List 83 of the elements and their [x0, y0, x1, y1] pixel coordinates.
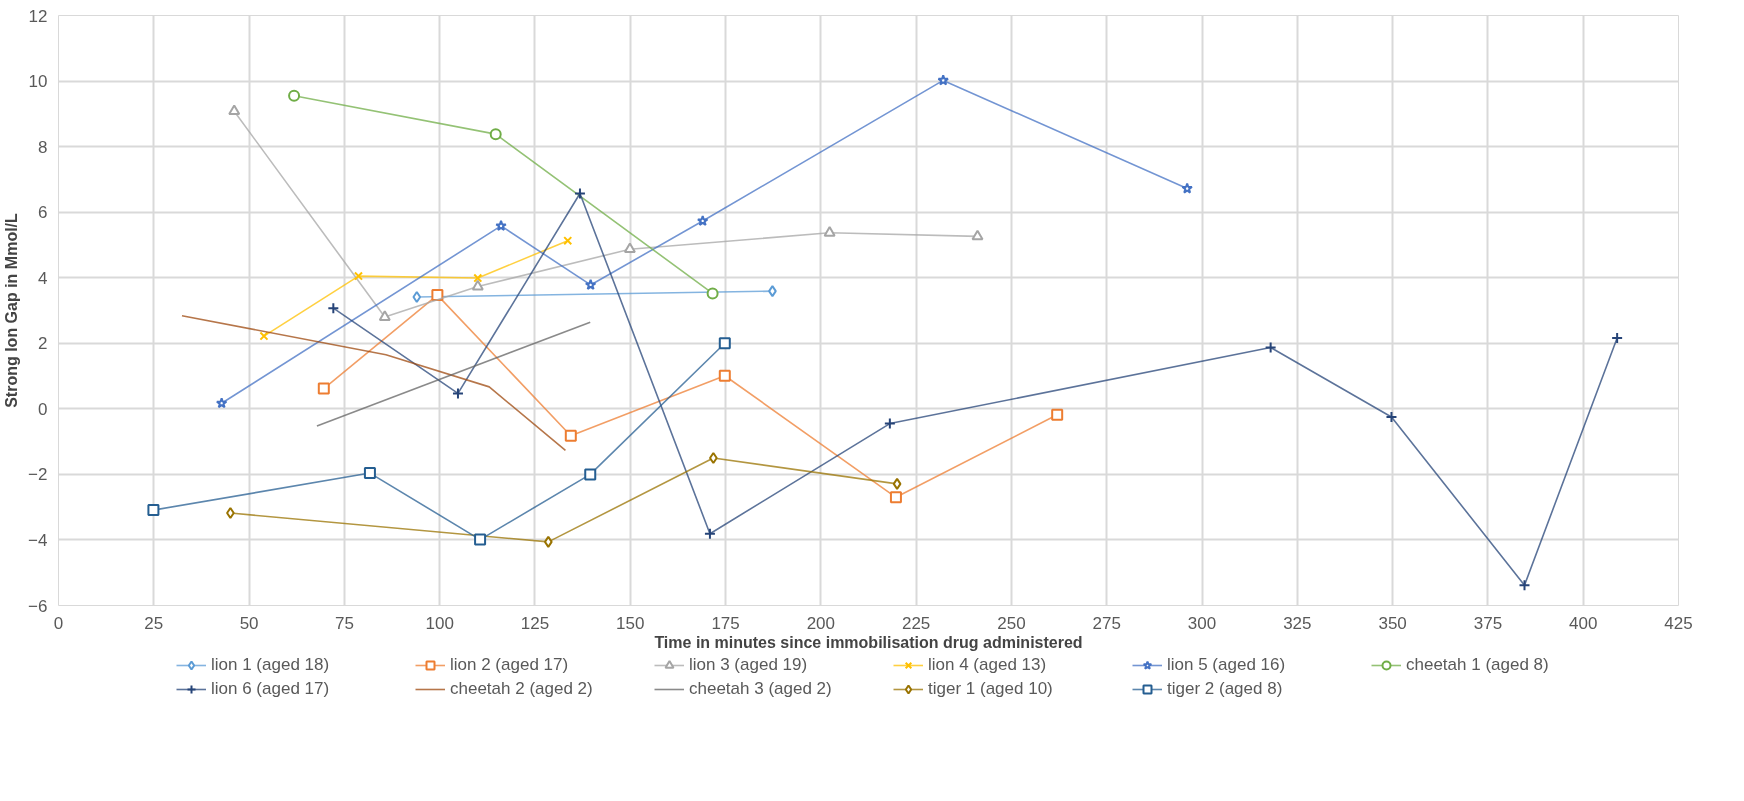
point	[1181, 182, 1193, 194]
point	[706, 287, 719, 300]
legend-label: tiger 1 (aged 10)	[928, 679, 1054, 699]
x-tick-label: 225	[901, 613, 931, 633]
point	[718, 369, 731, 382]
point	[584, 468, 597, 481]
x-tick-label: 200	[806, 613, 836, 633]
point	[563, 236, 573, 246]
y-tick-label: 4	[38, 268, 48, 288]
point	[228, 104, 241, 116]
x-tick-label: 300	[1187, 613, 1217, 633]
y-tick-label: 0	[38, 399, 48, 419]
x-tick-label: 125	[520, 613, 550, 633]
x-tick-label: 375	[1473, 613, 1503, 633]
point	[489, 128, 502, 141]
point	[1518, 579, 1531, 592]
x-tick-label: 425	[1664, 613, 1693, 633]
legend-label: lion 5 (aged 16)	[1167, 655, 1287, 675]
point	[353, 271, 364, 281]
point	[473, 273, 483, 283]
point	[696, 215, 709, 227]
point	[1264, 341, 1277, 354]
legend-label: cheetah 1 (aged 8)	[1406, 655, 1550, 675]
y-axis-title: Strong Ion Gap in Mmol/L	[3, 212, 21, 408]
x-tick-label: 400	[1569, 613, 1598, 633]
point	[317, 382, 330, 395]
point	[573, 187, 586, 200]
point	[703, 527, 716, 540]
y-tick-label: 12	[28, 6, 48, 26]
point	[709, 452, 718, 464]
point	[259, 331, 269, 341]
point	[215, 397, 228, 409]
point	[564, 429, 577, 442]
point	[584, 278, 597, 290]
point	[474, 533, 487, 546]
point	[378, 310, 391, 321]
x-tick-label: 325	[1283, 613, 1312, 633]
point	[327, 302, 340, 315]
x-axis-title: Time in minutes since immobilisation drug administered	[654, 633, 1083, 651]
x-tick-label: 50	[239, 613, 259, 633]
legend-label: lion 4 (aged 13)	[928, 655, 1048, 675]
legend-label: cheetah 3 (aged 2)	[689, 679, 833, 699]
point	[147, 504, 160, 517]
y-tick-label: −6	[28, 596, 48, 616]
y-tick-label: −4	[28, 530, 48, 550]
point	[883, 417, 896, 430]
y-tick-label: 6	[38, 203, 48, 223]
point	[971, 229, 984, 241]
x-tick-label: 350	[1378, 613, 1407, 633]
legend-label: tiger 2 (aged 8)	[1167, 679, 1284, 699]
point	[288, 89, 301, 102]
x-tick-label: 275	[1092, 613, 1121, 633]
point	[889, 491, 902, 504]
x-tick-label: 75	[334, 613, 354, 633]
point	[451, 387, 464, 400]
point	[363, 467, 376, 480]
legend-label: lion 6 (aged 17)	[211, 679, 331, 699]
line-series	[181, 314, 567, 452]
y-tick-label: 2	[38, 334, 48, 354]
point	[937, 74, 949, 86]
legend-label: lion 3 (aged 19)	[689, 655, 809, 675]
x-tick-label: 100	[425, 613, 454, 633]
point	[623, 242, 636, 254]
x-tick-label: 250	[997, 613, 1026, 633]
point	[823, 226, 836, 237]
point	[495, 219, 507, 231]
x-tick-label: 0	[53, 613, 64, 633]
y-tick-label: −2	[28, 465, 48, 485]
y-tick-label: 10	[28, 72, 48, 92]
x-tick-label: 150	[616, 613, 645, 633]
point	[543, 535, 553, 548]
x-tick-label: 25	[144, 613, 164, 633]
point	[431, 289, 444, 302]
point	[1051, 408, 1064, 421]
point	[412, 291, 422, 304]
legend-label: cheetah 2 (aged 2)	[450, 679, 594, 699]
x-tick-label: 175	[711, 613, 740, 633]
point	[471, 279, 484, 291]
legend-label: lion 1 (aged 18)	[211, 655, 331, 675]
point	[892, 477, 902, 490]
point	[718, 337, 731, 350]
y-tick-label: 8	[38, 137, 48, 157]
legend-label: lion 2 (aged 17)	[450, 655, 570, 675]
